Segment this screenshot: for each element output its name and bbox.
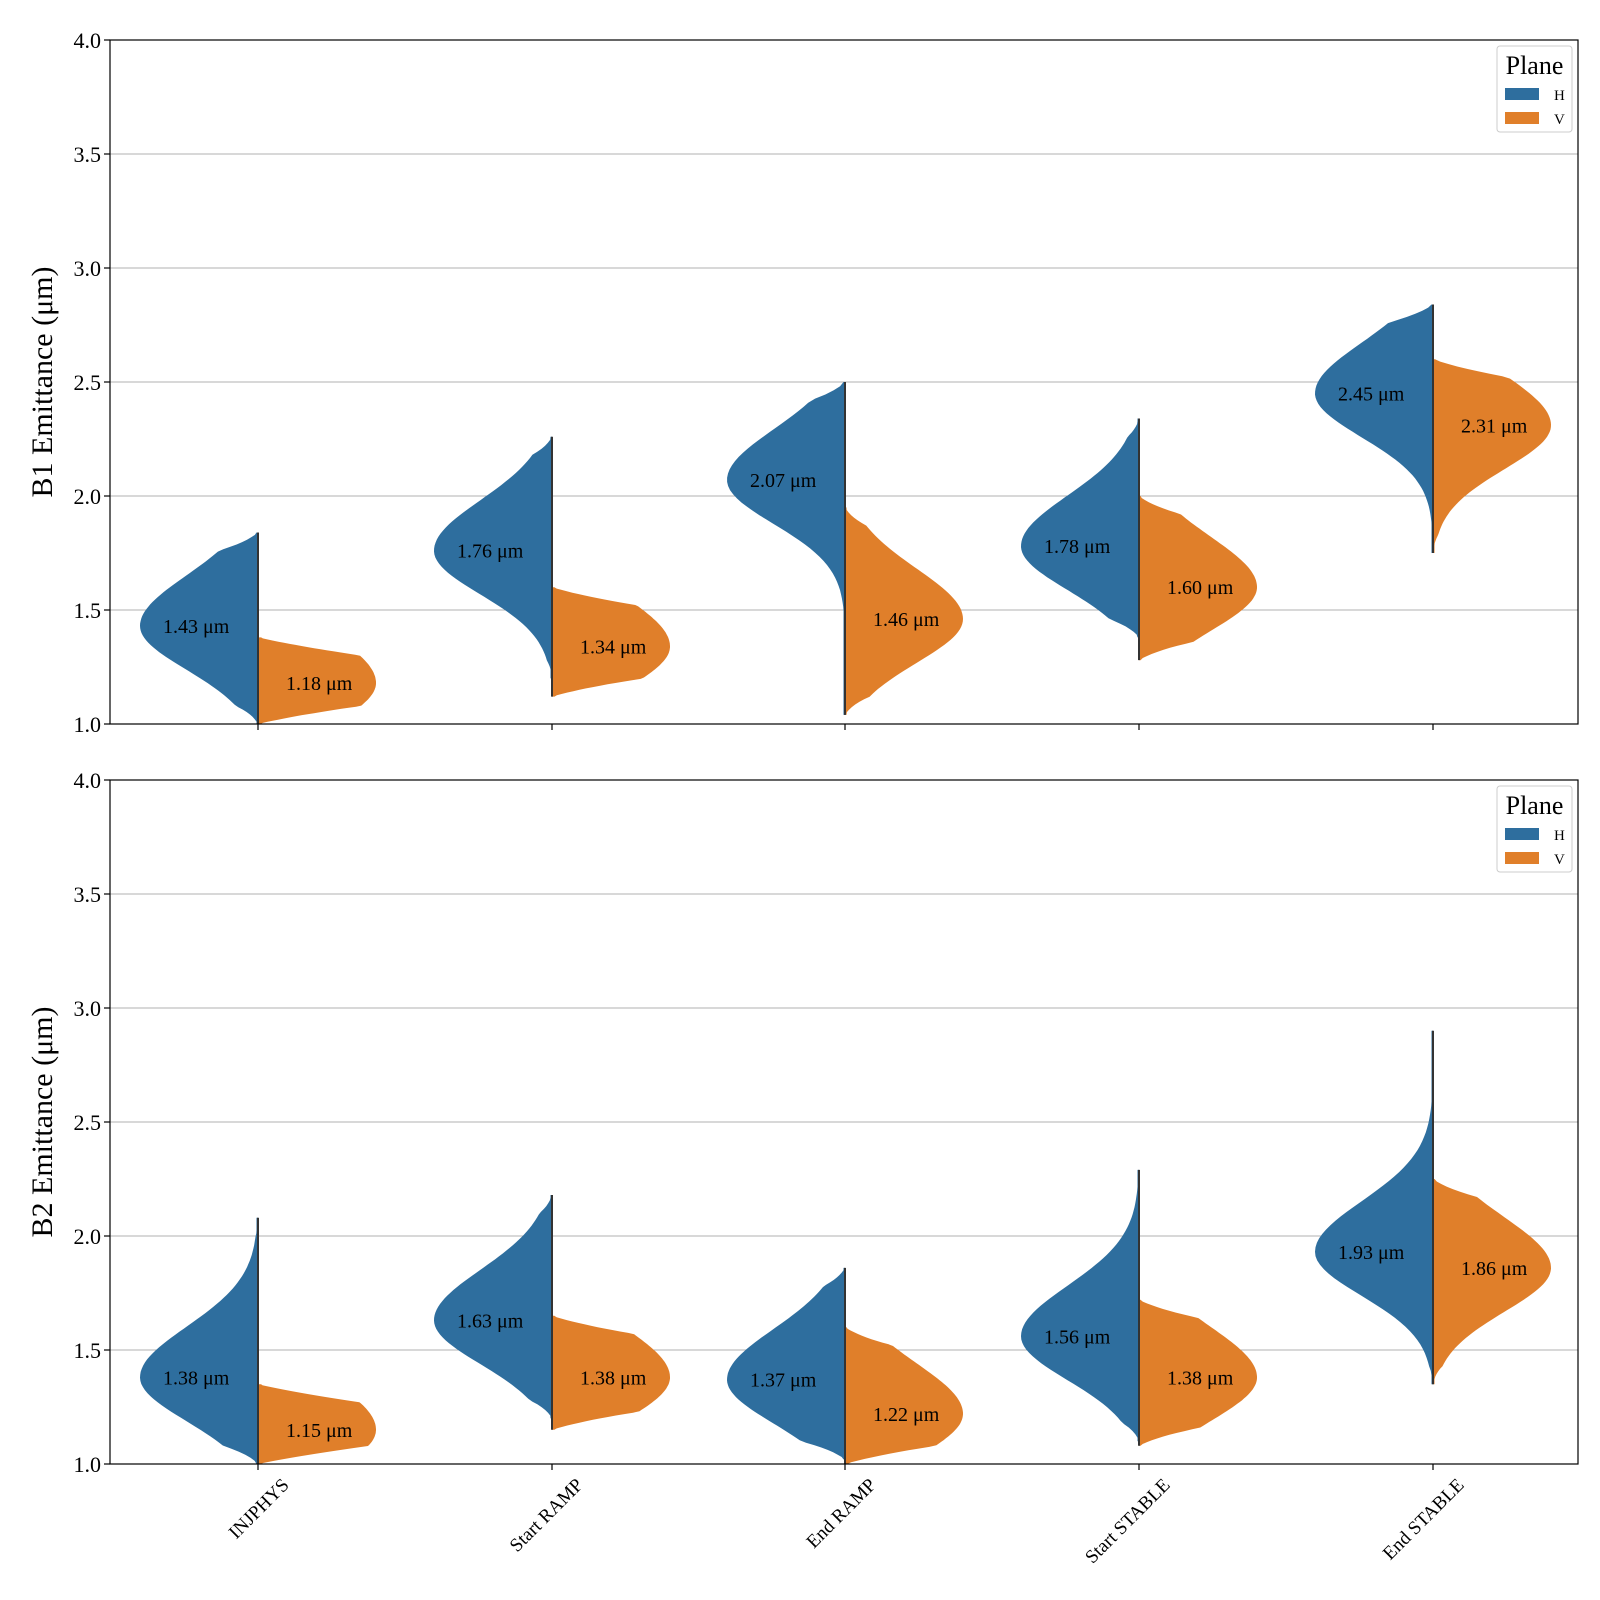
y-tick-label: 1.0 bbox=[74, 712, 102, 737]
y-tick-label: 3.5 bbox=[74, 142, 102, 167]
x-category-label: Start RAMP bbox=[506, 1475, 588, 1557]
violin-v bbox=[552, 587, 670, 697]
y-tick-label: 3.0 bbox=[74, 256, 102, 281]
y-tick-label: 2.0 bbox=[74, 484, 102, 509]
violin-v bbox=[845, 1327, 963, 1464]
median-label: 1.76 μm bbox=[457, 541, 524, 563]
legend-label-h: H bbox=[1554, 828, 1565, 844]
violin-v bbox=[1139, 496, 1257, 661]
violin-v bbox=[1433, 359, 1551, 553]
legend-title: Plane bbox=[1506, 791, 1564, 820]
y-axis-label: B1 Emittance (μm) bbox=[26, 266, 59, 497]
median-label: 1.93 μm bbox=[1338, 1242, 1405, 1264]
violin-h bbox=[727, 382, 845, 715]
violin-h bbox=[1021, 418, 1139, 638]
y-axis-label: B2 Emittance (μm) bbox=[26, 1006, 59, 1237]
violin-v bbox=[552, 1315, 670, 1430]
violin-h bbox=[1315, 1030, 1433, 1385]
median-label: 1.38 μm bbox=[580, 1367, 647, 1389]
violin-h bbox=[727, 1267, 845, 1460]
x-category-label: End RAMP bbox=[803, 1475, 881, 1553]
x-category-labels: INJPHYS Start RAMP End RAMP Start STABLE End… bbox=[225, 1475, 1469, 1568]
median-label: 1.56 μm bbox=[1044, 1326, 1111, 1348]
y-tick-label: 2.5 bbox=[74, 370, 102, 395]
y-tick-label: 1.0 bbox=[74, 1452, 102, 1477]
plot-frame bbox=[109, 39, 1579, 725]
legend-swatch-h bbox=[1505, 88, 1539, 100]
x-category-label: Start STABLE bbox=[1081, 1475, 1174, 1568]
violin-v bbox=[258, 637, 376, 724]
x-category-label: End STABLE bbox=[1379, 1475, 1469, 1565]
y-tick-label: 1.5 bbox=[74, 1338, 102, 1363]
y-tick-label: 2.5 bbox=[74, 1110, 102, 1135]
y-tick-label: 4.0 bbox=[74, 768, 102, 793]
median-label: 1.18 μm bbox=[286, 673, 353, 695]
violin-h bbox=[1021, 1169, 1139, 1442]
violin-v bbox=[1139, 1299, 1257, 1446]
legend: Plane HV bbox=[1496, 785, 1573, 873]
panel-b1: 1.0 1.5 2.0 2.5 3.0 3.5 4.0 B1 Emittance (μm) 1.… bbox=[26, 28, 1579, 737]
median-label: 1.43 μm bbox=[163, 616, 230, 638]
violin-v bbox=[258, 1384, 376, 1464]
median-label: 1.22 μm bbox=[873, 1404, 940, 1426]
median-label: 2.45 μm bbox=[1338, 383, 1405, 405]
median-label: 1.46 μm bbox=[873, 609, 940, 631]
legend-label-v: V bbox=[1554, 112, 1565, 128]
violin-h bbox=[140, 1217, 258, 1464]
x-category-label: INJPHYS bbox=[225, 1475, 294, 1544]
legend-title: Plane bbox=[1506, 51, 1564, 80]
plot-frame bbox=[109, 779, 1579, 1465]
y-tick-label: 3.0 bbox=[74, 996, 102, 1021]
violin-h bbox=[140, 532, 258, 724]
median-label: 1.86 μm bbox=[1461, 1258, 1528, 1280]
median-label: 1.37 μm bbox=[750, 1370, 817, 1392]
violin-h bbox=[1315, 304, 1433, 553]
legend-label-h: H bbox=[1554, 88, 1565, 104]
legend-swatch-h bbox=[1505, 828, 1539, 840]
y-tick-label: 2.0 bbox=[74, 1224, 102, 1249]
violin-h bbox=[434, 436, 552, 679]
legend-swatch-v bbox=[1505, 852, 1539, 864]
violin-v bbox=[845, 507, 963, 715]
median-label: 1.78 μm bbox=[1044, 536, 1111, 558]
median-label: 1.34 μm bbox=[580, 636, 647, 658]
legend-label-v: V bbox=[1554, 852, 1565, 868]
median-label: 1.63 μm bbox=[457, 1310, 524, 1332]
y-tick-label: 4.0 bbox=[74, 28, 102, 53]
median-label: 1.60 μm bbox=[1167, 577, 1234, 599]
median-label: 1.38 μm bbox=[163, 1367, 230, 1389]
median-label: 2.07 μm bbox=[750, 470, 817, 492]
median-label: 2.31 μm bbox=[1461, 415, 1528, 437]
legend: Plane HV bbox=[1496, 45, 1573, 133]
y-tick-label: 1.5 bbox=[74, 598, 102, 623]
violin-v bbox=[1433, 1179, 1551, 1385]
y-tick-label: 3.5 bbox=[74, 882, 102, 907]
median-label: 1.15 μm bbox=[286, 1420, 353, 1442]
panel-b2: 1.0 1.5 2.0 2.5 3.0 3.5 4.0 B2 Emittance (μm) 1.… bbox=[26, 768, 1579, 1477]
median-label: 1.38 μm bbox=[1167, 1367, 1234, 1389]
legend-swatch-v bbox=[1505, 112, 1539, 124]
violin-h bbox=[434, 1194, 552, 1419]
